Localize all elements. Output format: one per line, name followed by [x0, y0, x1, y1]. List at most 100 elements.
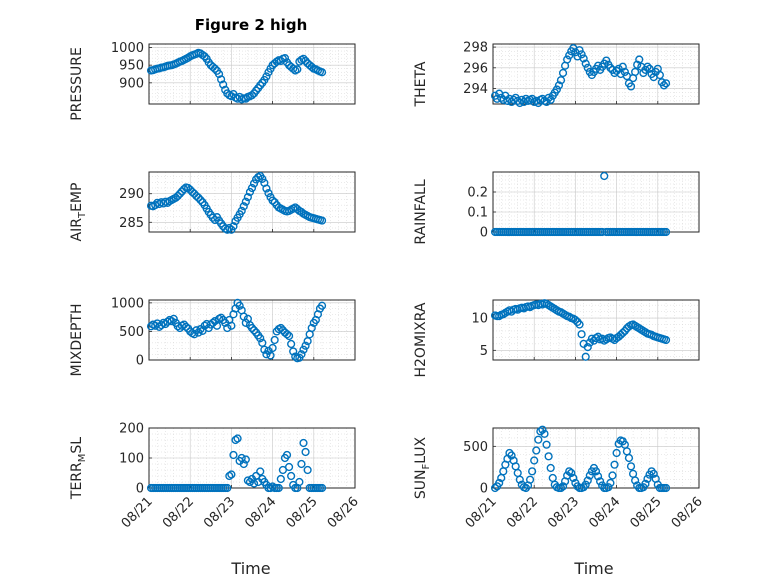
subplot-rainfall: 0 0.1 0.2 RAINFALL	[413, 171, 700, 245]
data-point	[618, 62, 627, 71]
axes-frame	[148, 171, 356, 233]
data-point	[190, 330, 199, 339]
data-point	[546, 463, 555, 473]
data-point	[569, 473, 578, 483]
data-point	[542, 440, 551, 449]
data-point	[536, 427, 545, 436]
data-point	[223, 483, 232, 493]
y-axis-label: SUNFLUX	[413, 436, 432, 499]
x-tick-label: 08/21	[463, 494, 500, 531]
data-point	[631, 67, 640, 77]
data-point	[289, 347, 298, 356]
data-point	[585, 471, 594, 480]
data-point	[301, 341, 310, 350]
y-tick-label: 0	[136, 354, 144, 369]
data-point	[591, 467, 601, 476]
x-tick-label: 08/23	[201, 494, 238, 531]
data-point	[558, 68, 568, 78]
data-point	[256, 81, 265, 90]
data-point	[297, 459, 306, 469]
y-tick-label: 100	[119, 452, 144, 467]
data-point	[173, 191, 182, 201]
y-axis-label: THETA	[413, 61, 429, 107]
y-tick-label: 0	[480, 226, 488, 241]
axes-frame	[492, 43, 700, 105]
data-point	[497, 93, 506, 102]
y-tick-label: 500	[463, 440, 488, 455]
data-point	[581, 352, 590, 361]
data-point	[264, 189, 273, 198]
data-point	[554, 81, 564, 90]
data-point	[544, 452, 553, 461]
data-point	[249, 479, 259, 488]
data-point	[643, 474, 652, 483]
data-point	[241, 455, 250, 464]
data-point	[641, 479, 650, 488]
data-point	[268, 196, 277, 205]
data-point	[249, 326, 259, 335]
data-point	[200, 52, 209, 61]
data-point	[167, 317, 176, 326]
data-point	[223, 323, 232, 333]
data-point	[649, 469, 658, 478]
data-point	[239, 202, 248, 211]
data-point	[270, 335, 279, 345]
subplot-h2omixra: 5 10 H2OMIXRA	[413, 299, 700, 378]
y-tick-label: 298	[463, 41, 488, 56]
data-point	[565, 467, 574, 476]
x-tick-label: 08/24	[242, 494, 279, 531]
data-point	[612, 448, 621, 458]
data-point	[604, 483, 613, 492]
y-axis-label: AIRTEMP	[69, 183, 88, 242]
y-tick-label: 950	[119, 59, 144, 74]
x-tick-label: 08/21	[119, 494, 156, 531]
data-point	[241, 197, 250, 206]
data-point	[233, 434, 242, 443]
data-point	[299, 438, 308, 448]
x-tick-label: 08/24	[586, 494, 623, 531]
data-point	[184, 53, 193, 62]
data-point	[600, 171, 609, 181]
subplot-air-temp: 285 290 AIRTEMP	[69, 171, 356, 242]
data-point	[237, 206, 246, 215]
data-point	[297, 350, 306, 359]
data-point	[287, 339, 296, 349]
data-point	[661, 483, 671, 493]
axes-frame	[492, 171, 700, 233]
data-point	[227, 321, 236, 330]
y-tick-label: 290	[119, 187, 144, 202]
data-point	[558, 482, 568, 491]
data-point	[593, 472, 603, 481]
data-point	[635, 55, 644, 64]
data-point	[610, 460, 619, 469]
data-point	[575, 320, 584, 329]
data-point	[602, 56, 611, 65]
data-point	[620, 67, 629, 77]
data-point	[247, 323, 257, 333]
y-axis-label: H2OMIXRA	[413, 302, 429, 377]
x-tick-label: 08/25	[284, 494, 321, 531]
data-point	[577, 330, 586, 339]
data-point	[530, 456, 539, 465]
data-point	[606, 63, 615, 72]
data-point	[260, 345, 269, 354]
data-point	[317, 68, 327, 77]
data-point	[317, 301, 327, 310]
data-point	[490, 483, 500, 493]
data-point	[546, 95, 555, 104]
x-tick-label: 08/23	[545, 494, 582, 531]
axes-frame	[148, 299, 356, 361]
data-point	[223, 225, 232, 234]
x-axis-label-right: Time	[573, 559, 613, 578]
data-point	[626, 82, 636, 91]
y-tick-label: 900	[119, 76, 144, 91]
data-point	[210, 317, 220, 326]
y-tick-label: 1000	[111, 296, 144, 311]
y-tick-label: 200	[119, 422, 144, 437]
data-point	[225, 471, 234, 481]
data-point	[581, 59, 590, 68]
data-point	[194, 193, 203, 202]
data-point	[538, 425, 547, 434]
data-point	[225, 223, 234, 233]
data-point	[252, 86, 261, 95]
